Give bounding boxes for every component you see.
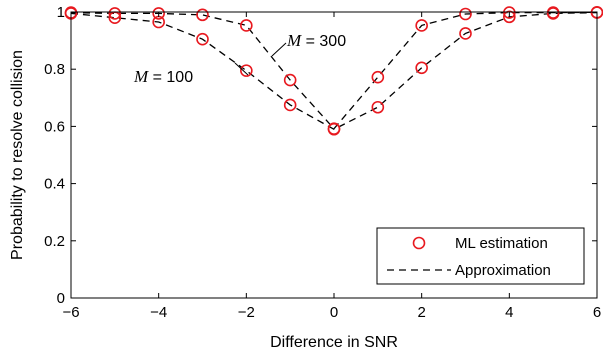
series-1-point bbox=[503, 6, 516, 19]
series-0-point bbox=[503, 10, 516, 24]
annotation-m-100-var: M bbox=[133, 67, 149, 86]
annotation-m-100: M = 100 bbox=[133, 67, 193, 86]
series-0-point bbox=[196, 32, 209, 46]
x-tick-label: 4 bbox=[505, 304, 513, 321]
series-1-point bbox=[283, 73, 297, 87]
legend-marker-ml-estimation bbox=[412, 236, 426, 250]
series-1-point bbox=[108, 7, 122, 20]
x-axis-title: Difference in SNR bbox=[270, 334, 398, 351]
series-1-point bbox=[459, 7, 472, 21]
series-0-point bbox=[371, 100, 385, 114]
annotation-m-300-text: = 300 bbox=[301, 33, 346, 50]
y-axis-title: Probability to resolve collision bbox=[9, 50, 26, 260]
series-0-point bbox=[459, 27, 472, 40]
legend: ML estimation Approximation bbox=[376, 227, 585, 285]
axis-ticks: −6 −4 −2 0 2 4 6 0 0.2 0.4 0.6 0.8 1 bbox=[44, 4, 601, 321]
series-1-point bbox=[240, 19, 253, 32]
series-1-point bbox=[371, 70, 385, 84]
y-tick-label: 0.2 bbox=[44, 233, 65, 250]
series-1-point bbox=[327, 122, 341, 135]
y-tick-label: 0.6 bbox=[44, 118, 65, 135]
legend-label-approximation: Approximation bbox=[455, 262, 551, 279]
x-tick-label: 0 bbox=[330, 304, 338, 321]
y-tick-label: 0.8 bbox=[44, 61, 65, 78]
y-tick-label: 1 bbox=[57, 4, 65, 21]
series-1-point bbox=[546, 6, 560, 19]
series-0-point bbox=[240, 64, 253, 77]
x-tick-label: 6 bbox=[593, 304, 601, 321]
legend-label-ml-estimation: ML estimation bbox=[455, 235, 548, 252]
series-1-point bbox=[152, 7, 165, 20]
series-0-point bbox=[415, 61, 428, 75]
series-1-point bbox=[196, 8, 209, 22]
y-tick-label: 0.4 bbox=[44, 176, 65, 193]
annotation-m-300-leader bbox=[271, 42, 287, 57]
annotation-m-300: M = 300 bbox=[286, 31, 346, 50]
x-tick-label: −4 bbox=[150, 304, 167, 321]
annotation-m-100-text: = 100 bbox=[148, 69, 193, 86]
x-tick-label: 2 bbox=[417, 304, 425, 321]
annotation-m-100-leader bbox=[234, 62, 249, 76]
x-tick-label: −2 bbox=[238, 304, 255, 321]
legend-box bbox=[376, 227, 585, 285]
y-tick-label: 0 bbox=[57, 290, 65, 307]
x-tick-label: −6 bbox=[62, 304, 79, 321]
annotation-m-300-var: M bbox=[286, 31, 302, 50]
series-1-point bbox=[415, 19, 428, 32]
series-0-point bbox=[283, 98, 297, 112]
